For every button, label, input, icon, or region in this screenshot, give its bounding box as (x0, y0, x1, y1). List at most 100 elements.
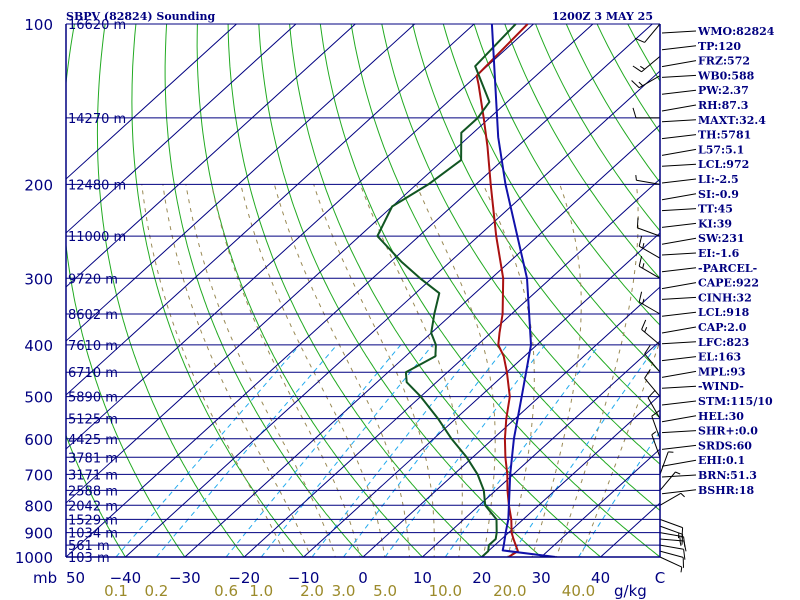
stability-index: SW:231 (698, 232, 745, 245)
mixing-ratio-lines (115, 344, 660, 557)
temperature-tick-label: 50 (66, 569, 85, 587)
index-leader-line (661, 400, 697, 406)
stability-index: CAPE:922 (698, 277, 759, 290)
height-label: 8602 m (68, 308, 118, 323)
stability-index: FRZ:572 (698, 55, 750, 68)
height-label: 14270 m (68, 112, 126, 127)
index-leader-line (661, 296, 697, 300)
dry-adiabat-line (96, 24, 245, 557)
index-leader-line (661, 489, 697, 495)
stability-index: WMO:82824 (697, 25, 775, 38)
index-leader-line (661, 148, 697, 156)
pressure-tick-label: 200 (24, 176, 53, 194)
height-label: 3781 m (68, 451, 118, 466)
moist-adiabat-line (185, 184, 336, 557)
mixing-ratio-label: 2.0 (300, 582, 324, 600)
temperature-tick-label: C (655, 569, 665, 587)
stability-index: STM:115/10 (698, 395, 773, 408)
stability-index: WB0:588 (697, 69, 755, 82)
wind-barb (659, 471, 681, 491)
wind-barb (638, 291, 661, 315)
stability-index: CAP:2.0 (698, 321, 747, 334)
mixing-ratio-label: 5.0 (373, 582, 397, 600)
mixing-ratio-label: 40.0 (562, 582, 595, 600)
mixing-ratio-line (311, 344, 480, 557)
wind-barb (659, 451, 674, 475)
index-leader-line (661, 415, 697, 423)
dry-adiabat-line (196, 24, 424, 557)
height-label: 103 m (68, 551, 110, 566)
index-leader-line (661, 341, 697, 345)
chart-time: 1200Z 3 MAY 25 (552, 10, 653, 23)
isotherm-line (66, 24, 356, 288)
height-label: 16620 m (68, 18, 126, 33)
index-leader-line (661, 430, 697, 434)
wind-barb (644, 344, 661, 373)
isobars (66, 23, 660, 558)
height-label: 6710 m (68, 366, 118, 381)
stability-index: SI:-0.9 (698, 188, 739, 201)
stability-index: -PARCEL- (698, 262, 757, 275)
isotherm-line (66, 24, 534, 450)
index-leader-line (661, 356, 697, 362)
stability-index: RH:87.3 (698, 99, 748, 112)
dry-adiabat-line (442, 24, 660, 373)
mixing-ratio-label: 0.1 (104, 582, 128, 600)
chart-title: SBPV (82824) Sounding (66, 10, 216, 23)
temperature-tick-label: 30 (532, 569, 551, 587)
mixing-ratio-label: 0.2 (144, 582, 168, 600)
isotherm-line (184, 124, 660, 557)
stability-index: SRDS:60 (698, 439, 752, 452)
index-leader-line (661, 237, 697, 245)
isotherm-line (125, 70, 660, 557)
height-label: 9720 m (68, 272, 118, 287)
mixing-ratio-labels: 0.1 0.2 0.6 1.0 2.0 3.0 5.0 10.0 20.0 40.0 (104, 582, 595, 600)
index-leader-line (661, 193, 697, 201)
axes-frame (65, 24, 661, 558)
mixing-ratio-label: 0.6 (214, 582, 238, 600)
index-leader-line (661, 163, 697, 167)
index-leader-line (661, 267, 697, 273)
wind-barb (632, 56, 661, 73)
isotherm-line (362, 286, 660, 557)
index-leader-line (661, 370, 697, 378)
temperature-profile-line (475, 24, 529, 557)
dry-adiabat-line (227, 24, 483, 557)
index-leader-line (661, 444, 697, 450)
stability-index: KI:39 (698, 217, 732, 230)
isotherm-line (540, 448, 660, 557)
temperature-tick-label: −40 (110, 569, 142, 587)
pressure-tick-label: 500 (24, 389, 53, 407)
pressure-tick-label: 700 (24, 466, 53, 484)
wind-barb (659, 550, 684, 568)
stability-index: TP:120 (698, 40, 741, 53)
dry-adiabat-line (773, 12, 800, 568)
dry-adiabat-line (131, 24, 305, 557)
stability-index: BSHR:18 (698, 484, 754, 497)
index-leader-line (661, 311, 697, 317)
isotherm-line (66, 24, 594, 504)
temperature-tick-label: 20 (472, 569, 491, 587)
moist-adiabat-line (162, 184, 312, 557)
index-leader-line (661, 385, 697, 389)
mixing-ratio-line (115, 344, 301, 557)
pressure-tick-label: 800 (24, 497, 53, 515)
moist-adiabat-line (313, 184, 435, 557)
isotherms (66, 24, 660, 557)
pressure-tick-label: 100 (24, 16, 53, 34)
mixing-ratio-label: 3.0 (332, 582, 356, 600)
isotherm-line (303, 232, 660, 557)
stability-index: TT:45 (698, 203, 733, 216)
stability-index: SHR+:0.0 (698, 425, 758, 438)
height-labels: 16620 m 14270 m 12480 m 11000 m 9720 m 8602 m… (68, 18, 126, 566)
height-label: 5890 m (68, 391, 118, 406)
parcel-profile-line (490, 24, 556, 557)
height-label: 2042 m (68, 499, 118, 514)
moist-adiabats (141, 184, 660, 557)
pressure-tick-label: 900 (24, 525, 53, 543)
isotherm-line (422, 340, 660, 557)
height-label: 12480 m (68, 178, 126, 193)
wind-barb (659, 492, 685, 506)
dry-adiabat-line (596, 24, 660, 134)
